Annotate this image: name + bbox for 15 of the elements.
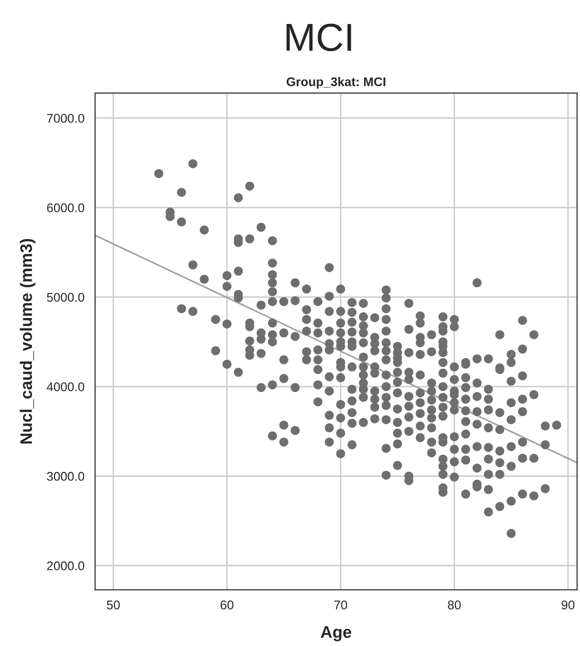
x-tick-label: 60 <box>220 600 234 610</box>
y-tick-label: 4000.0 <box>46 382 84 392</box>
y-tick-label: 7000.0 <box>47 114 84 123</box>
chart-title: MCI <box>286 24 352 52</box>
chart-subtitle: Group_3kat: MCI <box>286 77 386 89</box>
y-axis-title: Nucl_caud_volume (mm3) <box>20 238 36 444</box>
y-tick-label: 6000.0 <box>47 203 84 212</box>
y-tick-label: 3000.0 <box>46 472 84 481</box>
x-axis-title: Age <box>320 626 352 642</box>
y-tick-label: 5000.0 <box>46 292 84 302</box>
x-tick-label: 70 <box>334 600 348 610</box>
x-tick-label: 50 <box>106 600 120 610</box>
x-tick-label: 90 <box>562 600 574 610</box>
y-tick-label: 2000.0 <box>47 561 84 570</box>
x-tick-label: 80 <box>448 600 461 610</box>
